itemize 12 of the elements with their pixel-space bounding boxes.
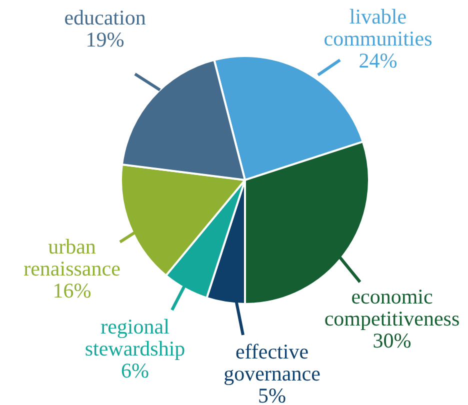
data-label: 30%: [372, 328, 412, 353]
slice-label: economic competitiveness: [324, 284, 460, 331]
slice-label: education: [64, 6, 146, 30]
slice-label: livable communities: [324, 4, 432, 51]
slice-label: urban renaissance: [24, 234, 120, 281]
slice-label: regional stewardship: [84, 314, 186, 361]
data-label: 19%: [86, 28, 124, 52]
data-label: 24%: [358, 48, 398, 73]
data-label: 6%: [121, 358, 149, 383]
data-label: 5%: [258, 384, 286, 405]
data-label: 16%: [52, 278, 92, 303]
slice-label: effective governance: [224, 340, 320, 386]
